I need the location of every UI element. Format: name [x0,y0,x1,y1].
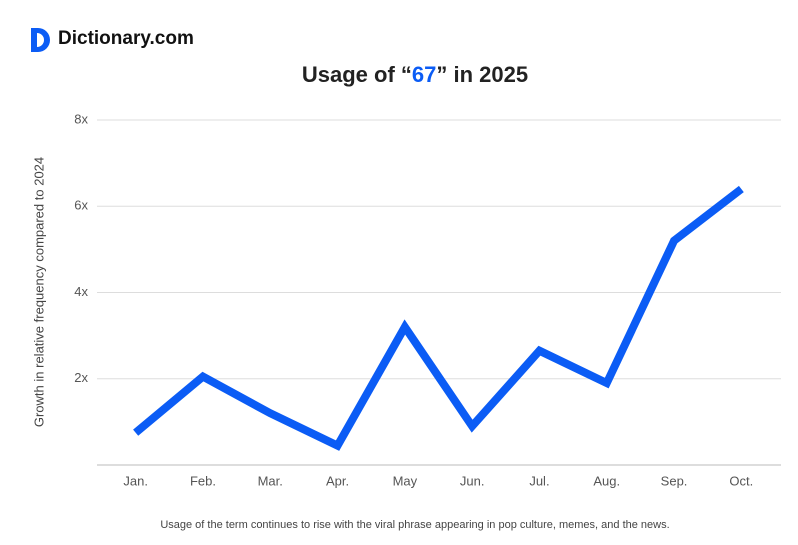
x-tick-label: Mar. [258,473,283,488]
logo-text: Dictionary.com [58,28,194,49]
title-part: ” in 2025 [436,62,528,87]
x-tick-label: Jan. [123,473,148,488]
x-tick-label: Oct. [729,473,753,488]
data-line [133,185,744,451]
x-tick-label: Sep. [661,473,688,488]
chart-title: Usage of “67” in 2025 [302,62,528,87]
x-tick-label: Jul. [529,473,549,488]
x-tick-label: Feb. [190,473,216,488]
x-tick-label: Apr. [326,473,349,488]
y-tick-label: 4x [74,284,88,299]
y-tick-label: 8x [74,111,88,126]
title-highlight: 67 [412,62,436,87]
caption: Usage of the term continues to rise with… [160,519,669,531]
y-tick-label: 2x [74,370,88,385]
y-tick-label: 6x [74,198,88,213]
logo-icon [31,28,50,52]
y-axis-label: Growth in relative frequency compared to… [31,157,46,427]
x-tick-label: May [393,473,418,488]
title-part: Usage of “ [302,62,412,87]
x-tick-label: Jun. [460,473,485,488]
x-tick-label: Aug. [593,473,620,488]
